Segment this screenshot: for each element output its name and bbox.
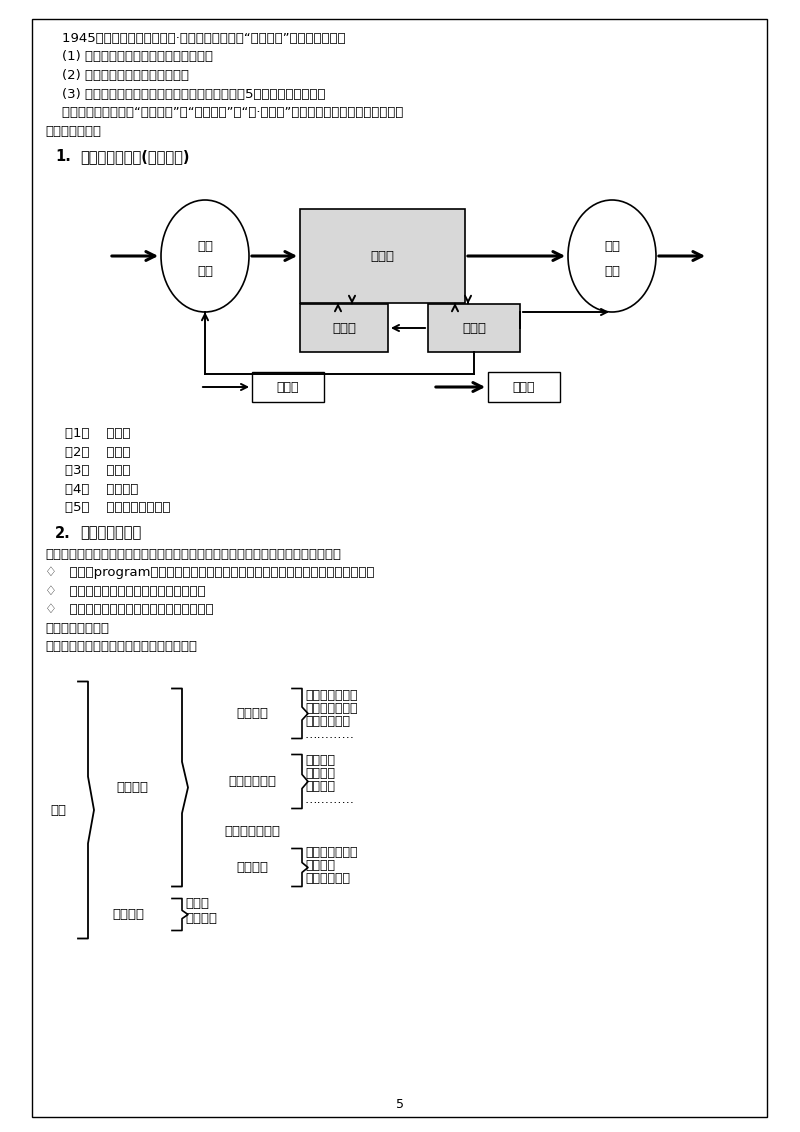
Text: 软件包: 软件包 bbox=[185, 897, 209, 910]
Text: 控制器: 控制器 bbox=[462, 321, 486, 334]
Text: (3) 由控制器、运算器、存储器、输入和输出设备5大部分组成计算机。: (3) 由控制器、运算器、存储器、输入和输出设备5大部分组成计算机。 bbox=[45, 87, 326, 101]
Text: 存储器: 存储器 bbox=[370, 249, 394, 263]
Text: 其工作原理的核心是“程序存储”和“程序控制”。“凯·诺依曼”型计算机系统由硬件和软件系统: 其工作原理的核心是“程序存储”和“程序控制”。“凯·诺依曼”型计算机系统由硬件和… bbox=[45, 106, 403, 119]
Text: ♢   数据是程序处理的对象和处理的结果；: ♢ 数据是程序处理的对象和处理的结果； bbox=[45, 584, 206, 598]
FancyBboxPatch shape bbox=[32, 19, 767, 1117]
Text: 输入: 输入 bbox=[197, 240, 213, 252]
Text: (1) 采用二进制数的形式表示数据和指令: (1) 采用二进制数的形式表示数据和指令 bbox=[45, 51, 213, 63]
Text: ♢   程序（program）是为了解决某一问题而设计的一系列指令或语句的有序集合。: ♢ 程序（program）是为了解决某一问题而设计的一系列指令或语句的有序集合。 bbox=[45, 566, 374, 578]
Text: 输出: 输出 bbox=[604, 240, 620, 252]
Text: 多用户操作系统: 多用户操作系统 bbox=[305, 702, 358, 715]
Text: 1.: 1. bbox=[55, 149, 71, 164]
Ellipse shape bbox=[161, 200, 249, 312]
Text: 1945年美籍匆牙利科学家冯·诺依曼提出了一个“存储程序”的计算机方案。: 1945年美籍匆牙利科学家冯·诺依曼提出了一个“存储程序”的计算机方案。 bbox=[45, 32, 346, 45]
Text: 单用户操作系统: 单用户操作系统 bbox=[305, 689, 358, 702]
Text: 编译程序: 编译程序 bbox=[305, 780, 335, 794]
Text: 计算机软件的分类: 计算机软件的分类 bbox=[45, 621, 109, 635]
Text: 调试程序: 调试程序 bbox=[305, 859, 335, 872]
FancyBboxPatch shape bbox=[488, 372, 560, 402]
Text: 设备: 设备 bbox=[197, 265, 213, 277]
Text: 工具软件: 工具软件 bbox=[236, 861, 268, 874]
Text: …………: ………… bbox=[305, 728, 355, 741]
Text: 2.: 2. bbox=[55, 525, 70, 540]
Text: (2) 将指令和数据存放在存储器中: (2) 将指令和数据存放在存储器中 bbox=[45, 69, 189, 82]
Ellipse shape bbox=[568, 200, 656, 312]
Text: 诊断与维护程序: 诊断与维护程序 bbox=[305, 846, 358, 859]
Text: 设备: 设备 bbox=[604, 265, 620, 277]
Text: 5: 5 bbox=[396, 1098, 404, 1110]
Text: 软件: 软件 bbox=[50, 804, 66, 816]
Text: ♢   文档是描述程序操作及使用的有关资料。: ♢ 文档是描述程序操作及使用的有关资料。 bbox=[45, 603, 214, 616]
Text: …………: ………… bbox=[305, 794, 355, 806]
Text: 运算器: 运算器 bbox=[332, 321, 356, 334]
Text: （5）    输出设备输出设备: （5） 输出设备输出设备 bbox=[65, 501, 170, 514]
FancyBboxPatch shape bbox=[428, 305, 520, 352]
Text: 两大部分组成。: 两大部分组成。 bbox=[45, 125, 101, 137]
Text: 网络操作系统: 网络操作系统 bbox=[305, 715, 350, 728]
FancyBboxPatch shape bbox=[300, 305, 388, 352]
Text: 汇编系统: 汇编系统 bbox=[305, 754, 335, 767]
FancyBboxPatch shape bbox=[252, 372, 324, 402]
Text: 软件是提高计算机使用效率、扩大计算机功能的各类程序、数据和有关文档的总称。: 软件是提高计算机使用效率、扩大计算机功能的各类程序、数据和有关文档的总称。 bbox=[45, 548, 341, 560]
Text: 系统软件: 系统软件 bbox=[116, 781, 148, 794]
Text: （1）    运算器: （1） 运算器 bbox=[65, 427, 130, 440]
Text: 数据库管理系统: 数据库管理系统 bbox=[224, 825, 280, 838]
Text: 装配连接程序: 装配连接程序 bbox=[305, 872, 350, 885]
Text: 操作系统: 操作系统 bbox=[236, 708, 268, 720]
Text: 计算机软件一般分为系统软件和应用软件。: 计算机软件一般分为系统软件和应用软件。 bbox=[45, 640, 197, 653]
Text: （4）    输入设备: （4） 输入设备 bbox=[65, 482, 138, 496]
Text: 数据流: 数据流 bbox=[513, 380, 535, 394]
Text: 解释程序: 解释程序 bbox=[305, 767, 335, 780]
Text: 计算机硬件系统(举例讲解): 计算机硬件系统(举例讲解) bbox=[80, 149, 190, 164]
Text: 应用软件: 应用软件 bbox=[112, 908, 144, 921]
Text: 计算机软件系统: 计算机软件系统 bbox=[80, 525, 142, 540]
Text: 语言处理系统: 语言处理系统 bbox=[228, 775, 276, 788]
Text: （2）    控制器: （2） 控制器 bbox=[65, 446, 130, 458]
FancyBboxPatch shape bbox=[300, 209, 465, 303]
Text: （3）    存储器: （3） 存储器 bbox=[65, 464, 130, 477]
Text: 用户程序: 用户程序 bbox=[185, 912, 217, 925]
Text: 控制流: 控制流 bbox=[277, 380, 299, 394]
